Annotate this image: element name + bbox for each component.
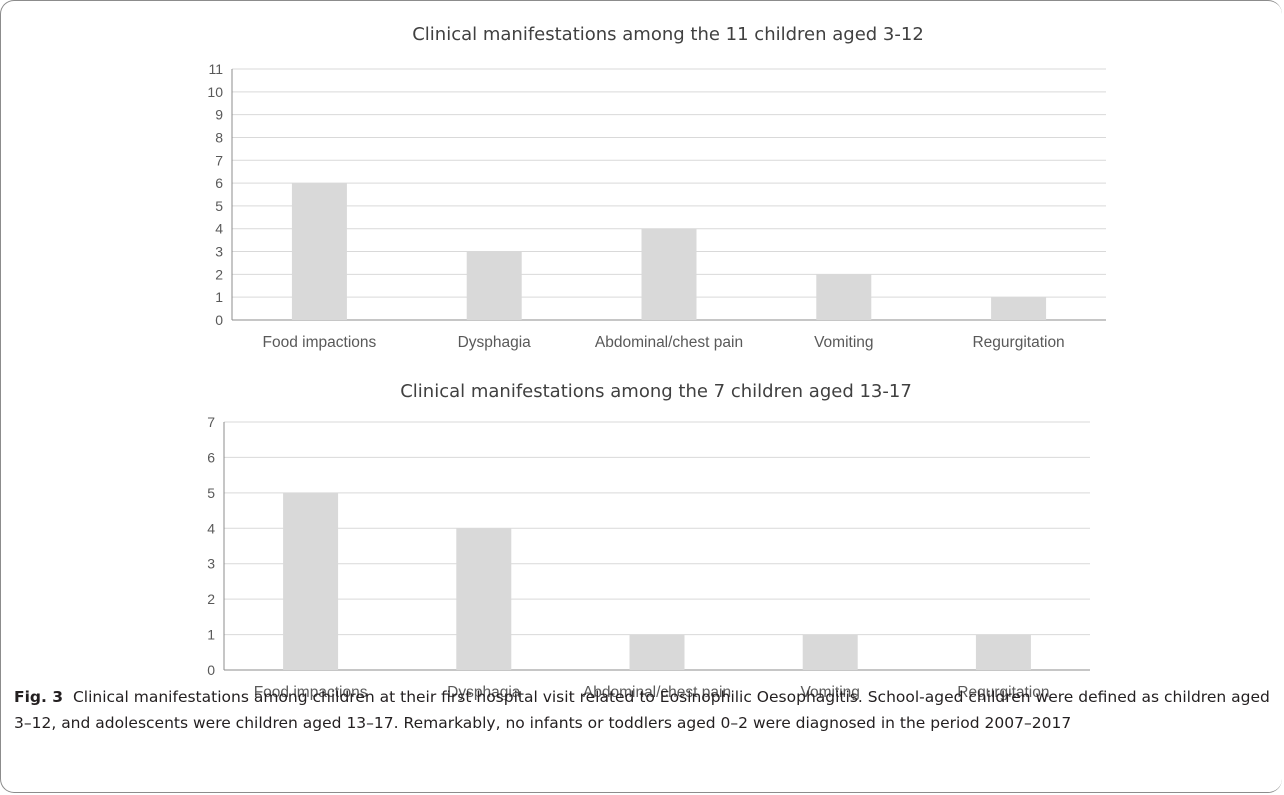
c1-ytick-label: 9: [215, 107, 223, 123]
c1-category-label-3: Vomiting: [814, 334, 873, 351]
c2-bar-4: [975, 634, 1031, 670]
c1-category-label-1: Dysphagia: [458, 334, 532, 351]
c2-category-label-0: Food impactions: [254, 684, 368, 700]
c1-ytick-label: 5: [215, 198, 223, 214]
c2-ytick-label: 1: [207, 627, 215, 643]
c2-category-label-1: Dysphagia: [447, 684, 521, 700]
c2-category-label-3: Vomiting: [800, 684, 859, 700]
c2-bar-3: [802, 634, 858, 670]
c1-ytick-label: 7: [215, 152, 223, 168]
c1-ytick-label: 10: [207, 84, 223, 100]
c1-ytick-label: 2: [215, 266, 223, 282]
c2-ytick-label: 6: [207, 449, 215, 465]
c2-bar-2: [629, 634, 685, 670]
c1-ytick-label: 3: [215, 244, 223, 260]
figure-caption: Fig. 3 Clinical manifestations among chi…: [14, 684, 1279, 736]
c2-ytick-label: 4: [207, 520, 215, 536]
c2-ytick-label: 2: [207, 591, 215, 607]
c1-ytick-label: 8: [215, 129, 223, 145]
c1-bar-3: [816, 274, 872, 320]
c2-ytick-label: 7: [207, 414, 215, 430]
chart1: 0 1 2 3 4 5 6 7 8 9 10 11 Food impactions Dysphagia Ab…: [207, 61, 1106, 351]
c2-ytick-label: 0: [207, 662, 215, 678]
c2-bar-0: [283, 492, 339, 670]
c1-bar-4: [991, 297, 1047, 320]
c1-ytick-label: 1: [215, 289, 223, 305]
caption-label: Fig. 3: [14, 688, 64, 706]
caption-text: Clinical manifestations among children a…: [14, 688, 1270, 732]
chart1-title: Clinical manifestations among the 11 chi…: [412, 24, 924, 45]
c1-bar-2: [641, 228, 697, 320]
c2-ytick-label: 3: [207, 556, 215, 572]
c2-ytick-label: 5: [207, 485, 215, 501]
c1-ytick-label: 0: [215, 312, 223, 328]
chart2-title: Clinical manifestations among the 7 chil…: [400, 381, 912, 402]
c1-category-label-0: Food impactions: [263, 334, 377, 351]
c1-category-label-4: Regurgitation: [972, 334, 1064, 351]
c2-category-label-2: Abdominal/chest pain: [583, 684, 731, 700]
c1-ytick-label: 6: [215, 175, 223, 191]
c1-bar-0: [291, 183, 347, 320]
c1-category-label-2: Abdominal/chest pain: [595, 334, 743, 351]
c1-ytick-label: 4: [215, 221, 223, 237]
c2-category-label-4: Regurgitation: [957, 684, 1049, 700]
c1-bar-1: [466, 251, 522, 320]
chart2: 0 1 2 3 4 5 6 7 Food impactions Dysphagia Abdomina…: [207, 414, 1090, 700]
c1-ytick-label: 11: [208, 61, 223, 77]
c2-bar-1: [456, 528, 512, 670]
